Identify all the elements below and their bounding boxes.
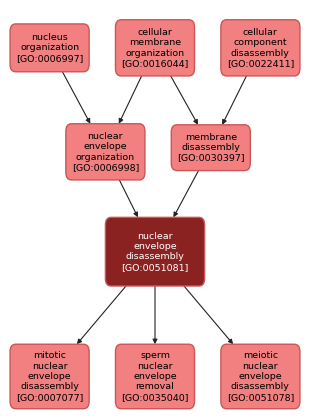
FancyBboxPatch shape — [115, 344, 195, 409]
Text: nuclear
envelope
disassembly
[GO:0051081]: nuclear envelope disassembly [GO:0051081… — [121, 232, 189, 272]
FancyBboxPatch shape — [10, 24, 89, 72]
Text: nucleus
organization
[GO:0006997]: nucleus organization [GO:0006997] — [16, 33, 83, 63]
FancyBboxPatch shape — [66, 124, 145, 180]
FancyBboxPatch shape — [171, 125, 250, 171]
FancyBboxPatch shape — [221, 20, 300, 76]
FancyBboxPatch shape — [115, 20, 195, 76]
Text: mitotic
nuclear
envelope
disassembly
[GO:0007077]: mitotic nuclear envelope disassembly [GO… — [16, 351, 83, 402]
FancyBboxPatch shape — [221, 344, 300, 409]
FancyBboxPatch shape — [105, 217, 205, 286]
Text: sperm
nuclear
envelope
removal
[GO:0035040]: sperm nuclear envelope removal [GO:00350… — [121, 351, 189, 402]
FancyBboxPatch shape — [10, 344, 89, 409]
Text: membrane
disassembly
[GO:0030397]: membrane disassembly [GO:0030397] — [177, 133, 245, 163]
Text: cellular
membrane
organization
[GO:0016044]: cellular membrane organization [GO:00160… — [121, 28, 189, 68]
Text: cellular
component
disassembly
[GO:0022411]: cellular component disassembly [GO:00224… — [227, 28, 294, 68]
Text: meiotic
nuclear
envelope
disassembly
[GO:0051078]: meiotic nuclear envelope disassembly [GO… — [227, 351, 294, 402]
Text: nuclear
envelope
organization
[GO:0006998]: nuclear envelope organization [GO:000699… — [72, 132, 139, 172]
